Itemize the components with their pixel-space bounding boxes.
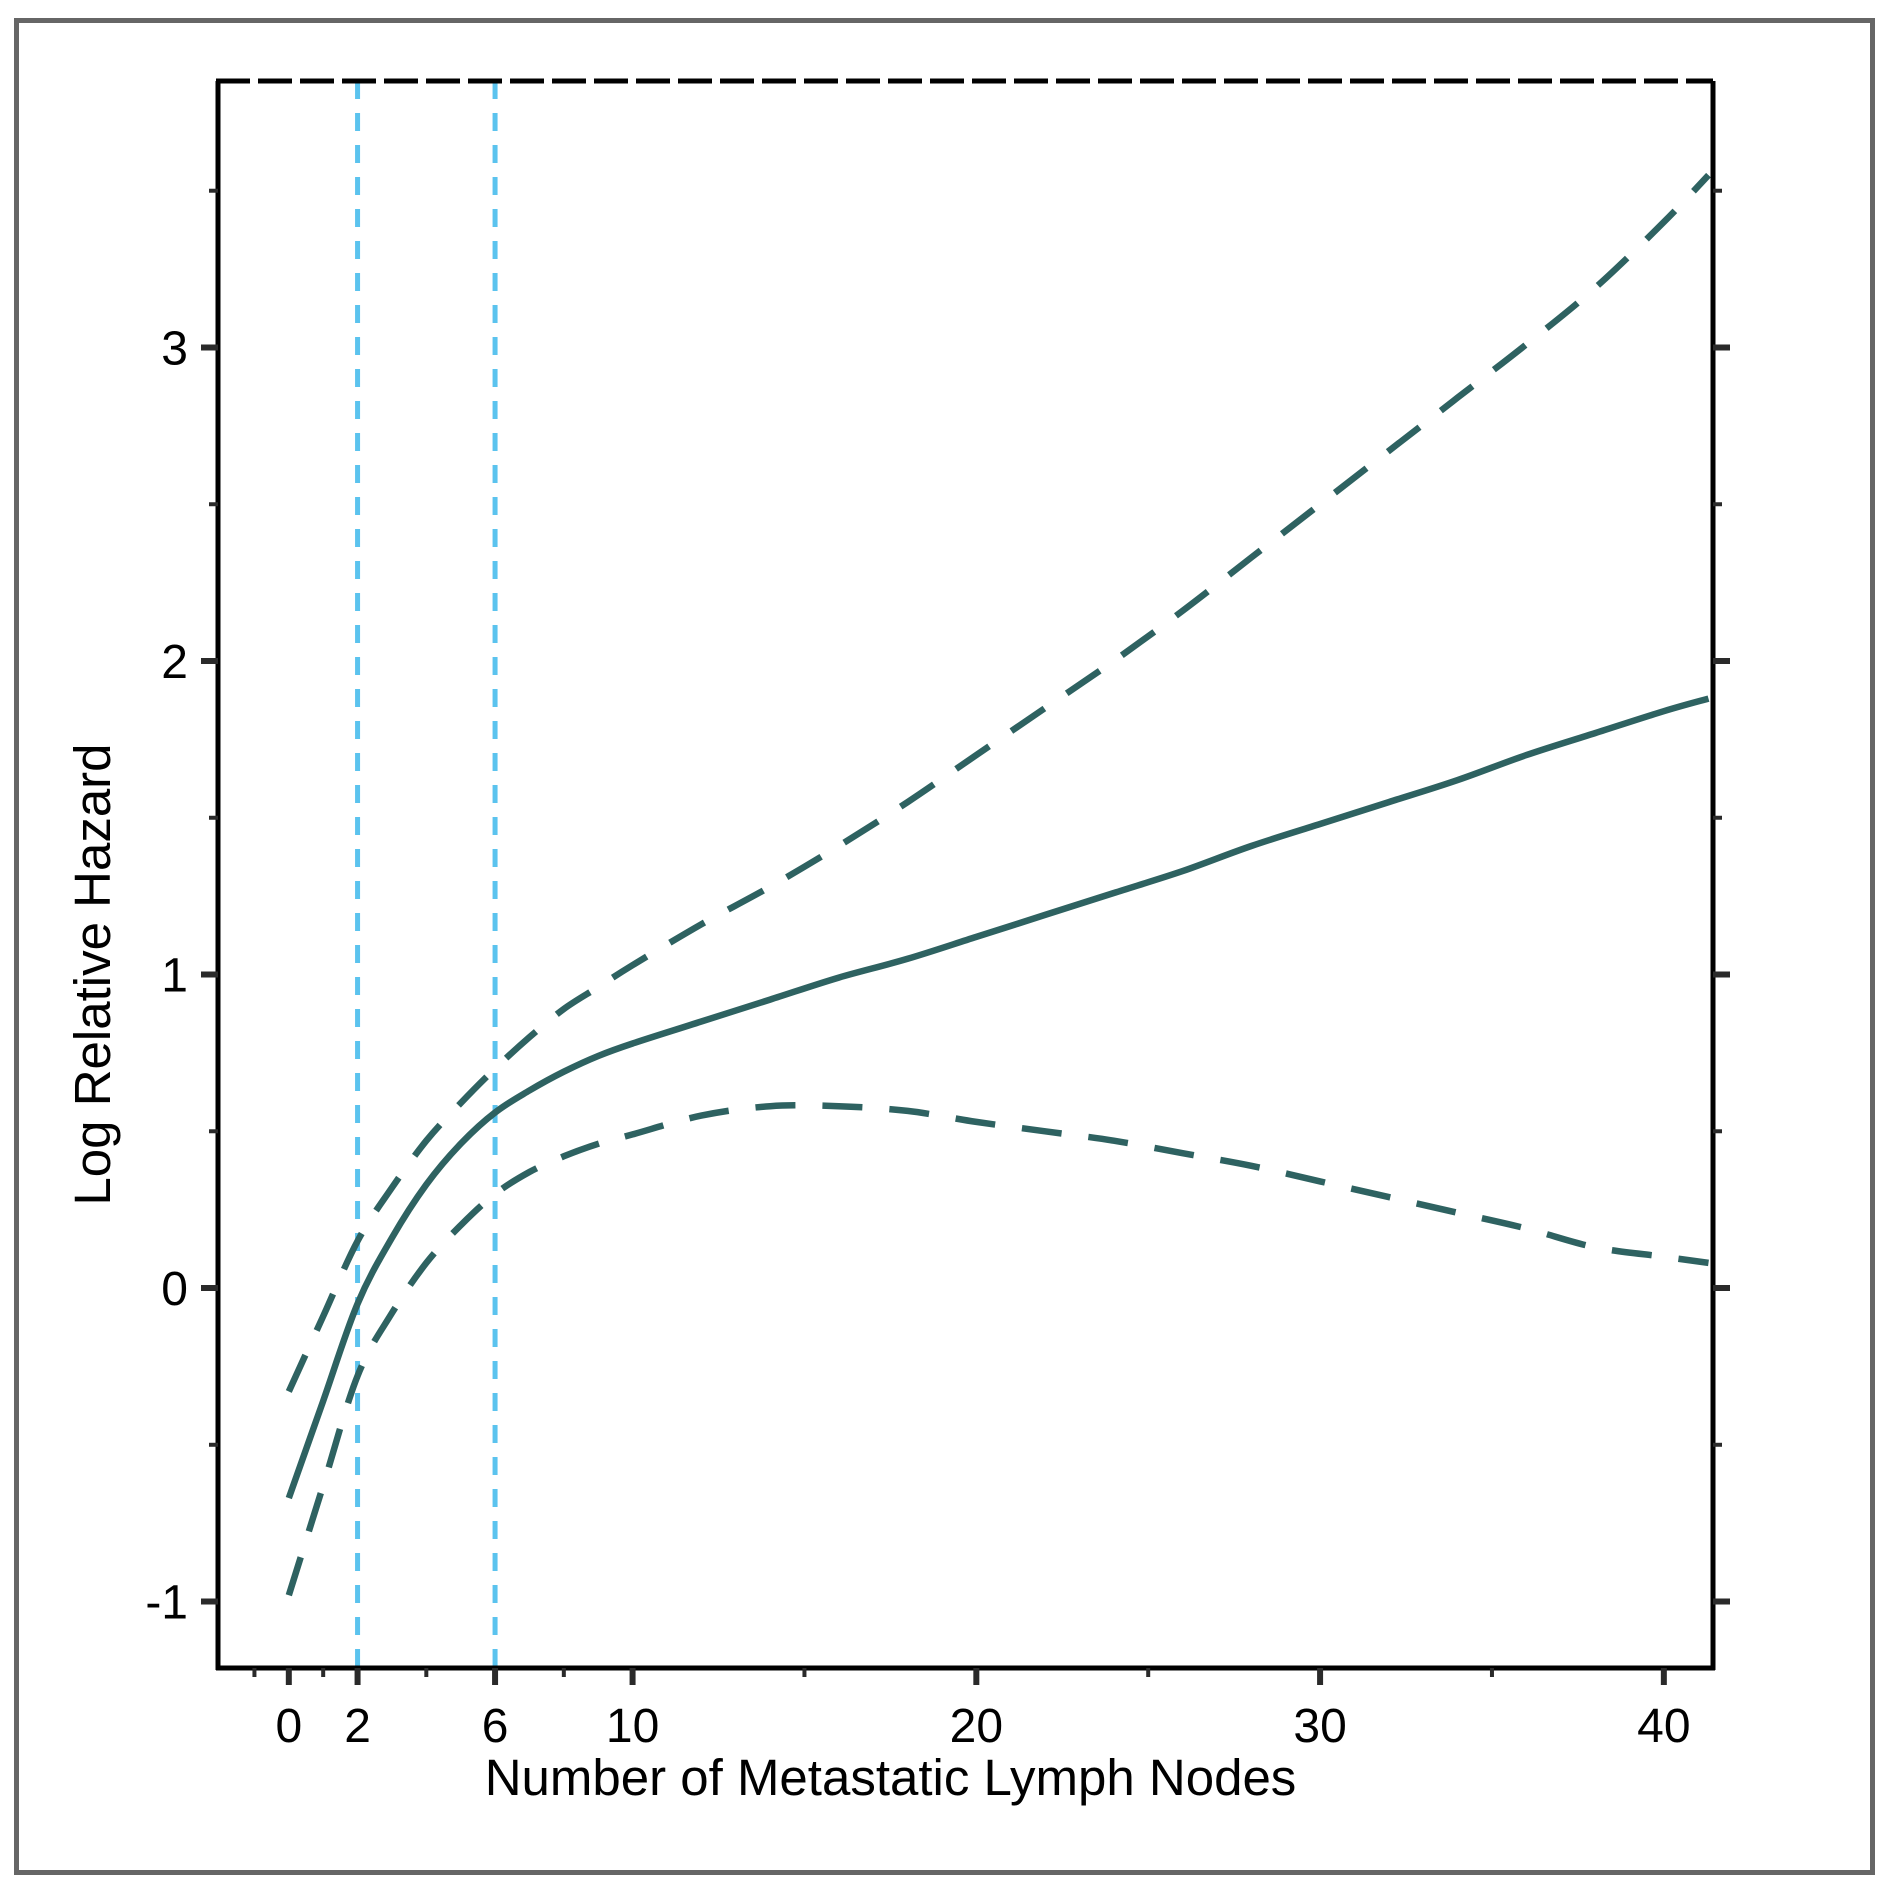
y-tick-label: 3 <box>161 322 188 375</box>
x-tick-label: 6 <box>482 1700 509 1753</box>
upper-95-ci-line <box>285 172 1711 1393</box>
y-axis-title: Log Relative Hazard <box>64 743 121 1205</box>
y-tick-label: 0 <box>161 1263 188 1316</box>
y-tick-label: 1 <box>161 950 188 1003</box>
y-tick-label: 2 <box>161 636 188 689</box>
x-tick-label: 20 <box>950 1700 1003 1753</box>
x-tick-label: 40 <box>1637 1700 1690 1753</box>
lower-95-ci-line <box>285 1102 1709 1597</box>
x-tick-label: 0 <box>275 1700 302 1753</box>
x-tick-label: 2 <box>344 1700 371 1753</box>
y-tick-label: -1 <box>145 1577 188 1630</box>
outer-frame <box>14 18 1875 1875</box>
log-relative-hazard-estimate-line <box>285 695 1710 1500</box>
x-tick-label: 10 <box>606 1700 659 1753</box>
x-tick-label: 30 <box>1293 1700 1346 1753</box>
x-axis-title: Number of Metastatic Lymph Nodes <box>485 1749 1297 1806</box>
